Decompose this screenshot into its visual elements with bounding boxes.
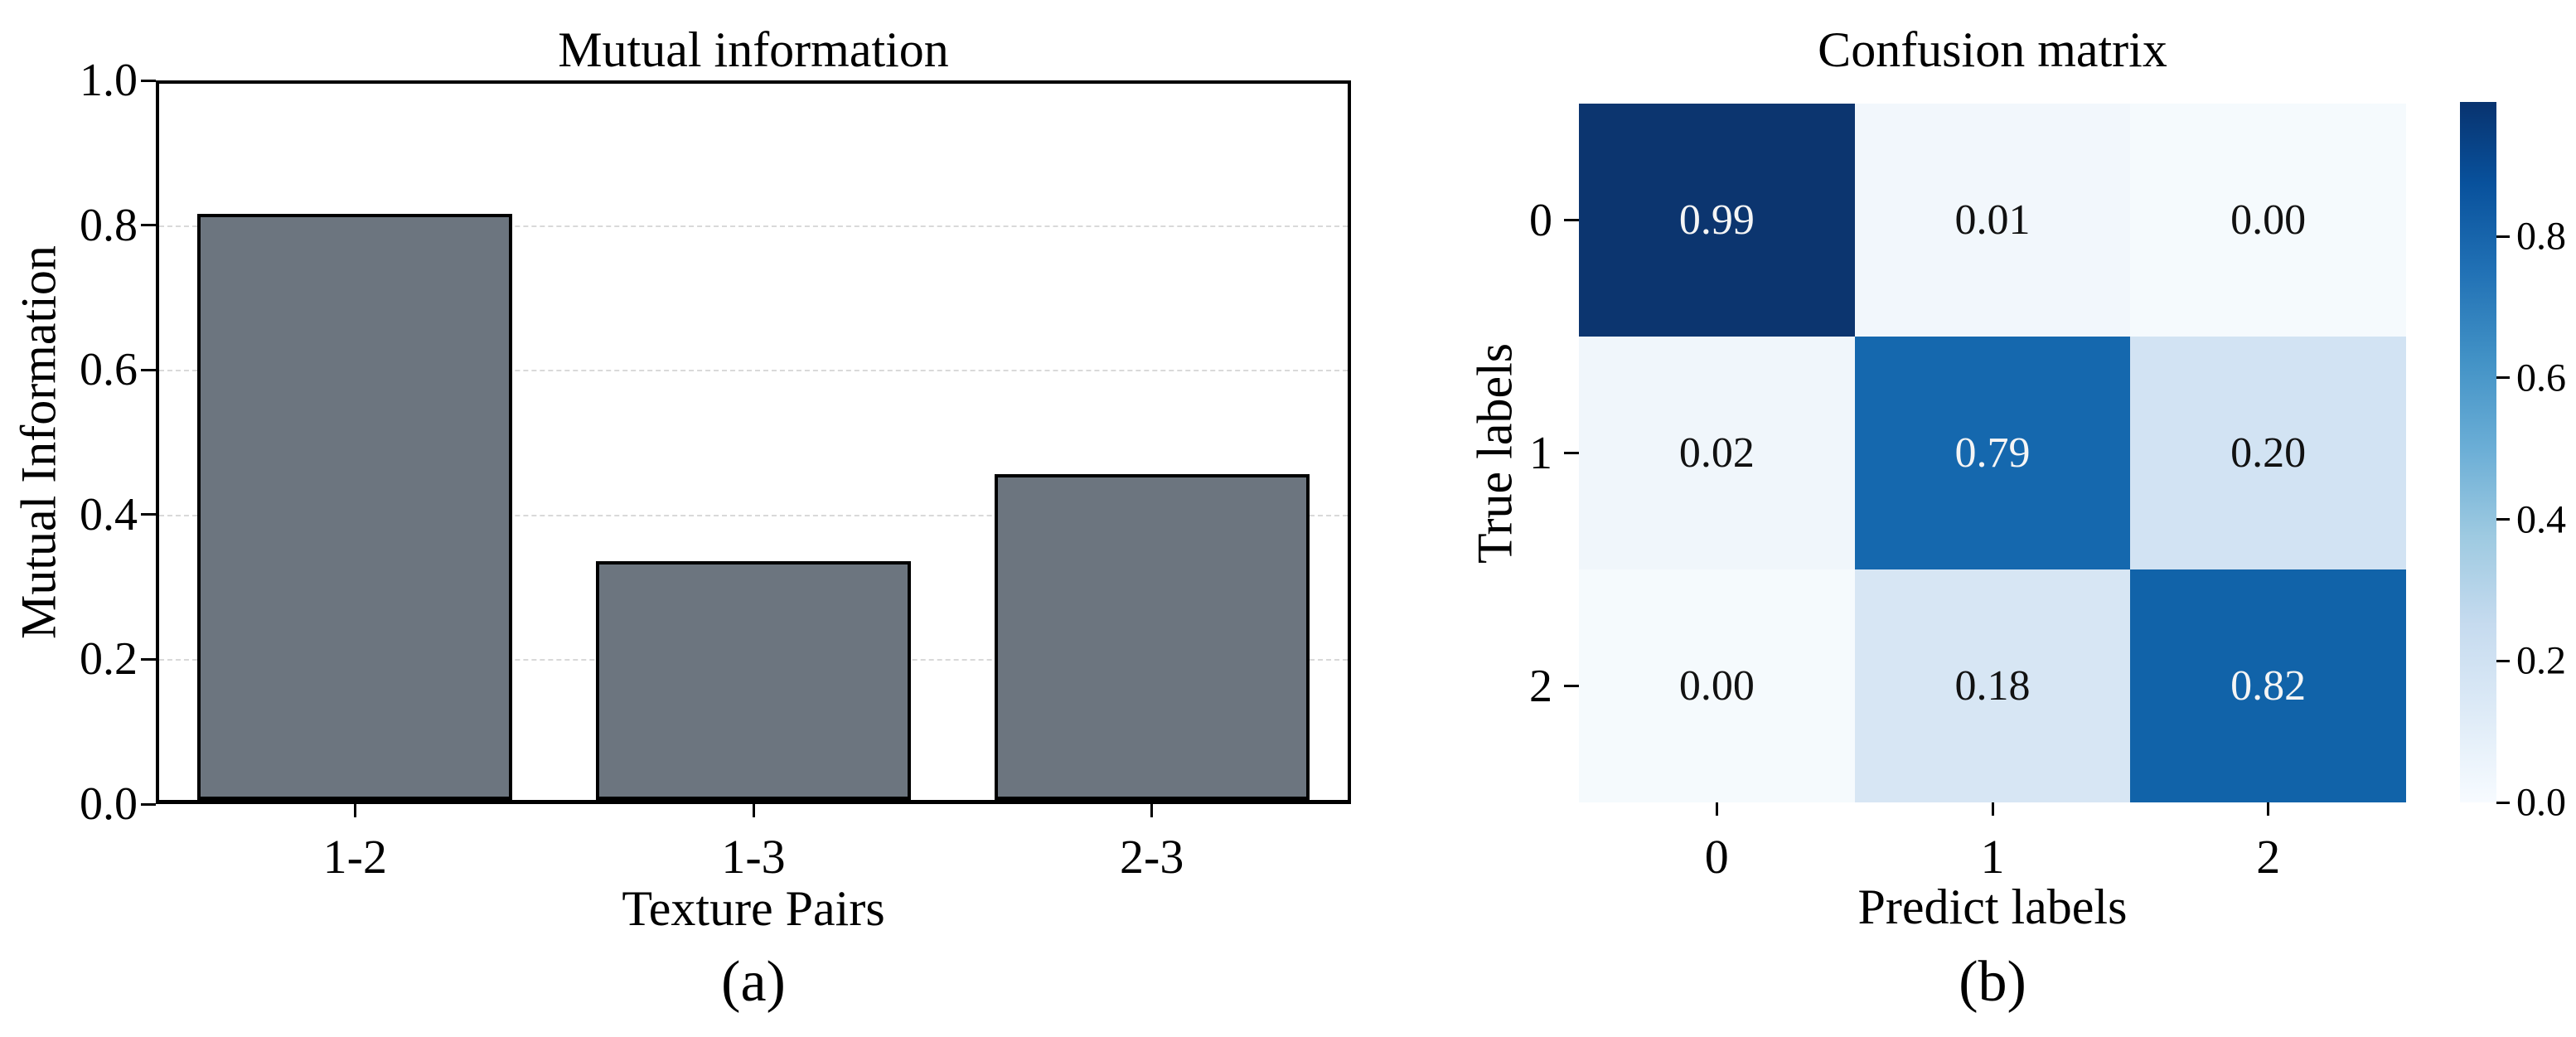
bar-chart-plot-area	[156, 80, 1351, 804]
colorbar-tick-mark	[2496, 376, 2510, 380]
colorbar-tick-label: 0.6	[2516, 356, 2566, 400]
x-tick-mark	[1150, 804, 1154, 817]
matrix-cell-1-1: 0.79	[1854, 337, 2131, 569]
y-tick-mark	[141, 802, 156, 806]
x-tick-label: 1-2	[322, 830, 387, 884]
y-tick-label: 1.0	[80, 55, 138, 106]
gridline	[159, 225, 1348, 227]
bar-chart-x-axis-label: Texture Pairs	[622, 881, 885, 936]
bar-chart-y-axis-label: Mutual Information	[11, 245, 66, 639]
colorbar-tick-mark	[2496, 801, 2510, 804]
matrix-col-tick-mark	[2267, 802, 2270, 816]
colorbar-tick-mark	[2496, 518, 2510, 521]
matrix-cell-2-1: 0.18	[1854, 569, 2131, 802]
matrix-cell-0-2: 0.00	[2130, 104, 2406, 337]
matrix-col-tick-mark	[1991, 802, 1994, 816]
colorbar-tick-label: 0.0	[2516, 780, 2566, 825]
matrix-row-tick-label: 0	[1529, 194, 1552, 246]
y-tick-mark	[141, 513, 156, 516]
matrix-row-tick-mark	[1564, 452, 1579, 454]
colorbar-tick-label: 0.8	[2516, 214, 2566, 259]
matrix-cell-1-2: 0.20	[2130, 337, 2406, 569]
panel-b-caption: (b)	[1959, 950, 2026, 1014]
matrix-row-tick-mark	[1564, 685, 1579, 687]
colorbar-tick-label: 0.2	[2516, 638, 2566, 683]
confusion-matrix-grid: 0.99 0.01 0.00 0.02 0.79 0.20 0.00 0.18 0.82	[1579, 104, 2406, 802]
y-tick-mark	[141, 368, 156, 371]
colorbar	[2460, 102, 2496, 802]
x-tick-label: 2-3	[1120, 830, 1184, 884]
matrix-row-tick-mark	[1564, 219, 1579, 221]
y-tick-mark	[141, 657, 156, 661]
matrix-col-tick-label: 2	[2256, 830, 2281, 884]
confusion-matrix-y-axis-label: True labels	[1467, 342, 1523, 564]
gridline	[159, 370, 1348, 372]
panel-b-title: Confusion matrix	[1818, 22, 2167, 77]
matrix-cell-0-1: 0.01	[1854, 104, 2131, 337]
panel-a-caption: (a)	[721, 950, 786, 1014]
y-tick-label: 0.6	[80, 344, 138, 396]
bar-1-2	[197, 213, 513, 800]
colorbar-tick-mark	[2496, 659, 2510, 662]
confusion-matrix-x-axis-label: Predict labels	[1857, 880, 2128, 934]
colorbar-tick-mark	[2496, 235, 2510, 238]
y-tick-label: 0.4	[80, 488, 138, 540]
x-tick-label: 1-3	[721, 830, 786, 884]
y-tick-label: 0.0	[80, 778, 138, 830]
matrix-cell-2-0: 0.00	[1579, 569, 1855, 802]
y-tick-mark	[141, 79, 156, 82]
colorbar-tick-label: 0.4	[2516, 497, 2566, 542]
matrix-col-tick-label: 1	[1980, 830, 2005, 884]
bar-1-3	[596, 560, 911, 800]
matrix-cell-1-0: 0.02	[1579, 337, 1855, 569]
matrix-cell-2-2: 0.82	[2130, 569, 2406, 802]
x-tick-mark	[752, 804, 755, 817]
matrix-row-tick-label: 1	[1529, 427, 1552, 479]
y-tick-label: 0.2	[80, 633, 138, 686]
matrix-col-tick-mark	[1715, 802, 1718, 816]
panel-a-title: Mutual information	[558, 22, 949, 77]
gridline	[159, 514, 1348, 516]
y-tick-mark	[141, 224, 156, 227]
matrix-row-tick-label: 2	[1529, 660, 1552, 712]
matrix-cell-0-0: 0.99	[1579, 104, 1855, 337]
bar-2-3	[994, 474, 1310, 800]
y-tick-label: 0.8	[80, 199, 138, 251]
x-tick-mark	[353, 804, 356, 817]
matrix-col-tick-label: 0	[1704, 830, 1729, 884]
